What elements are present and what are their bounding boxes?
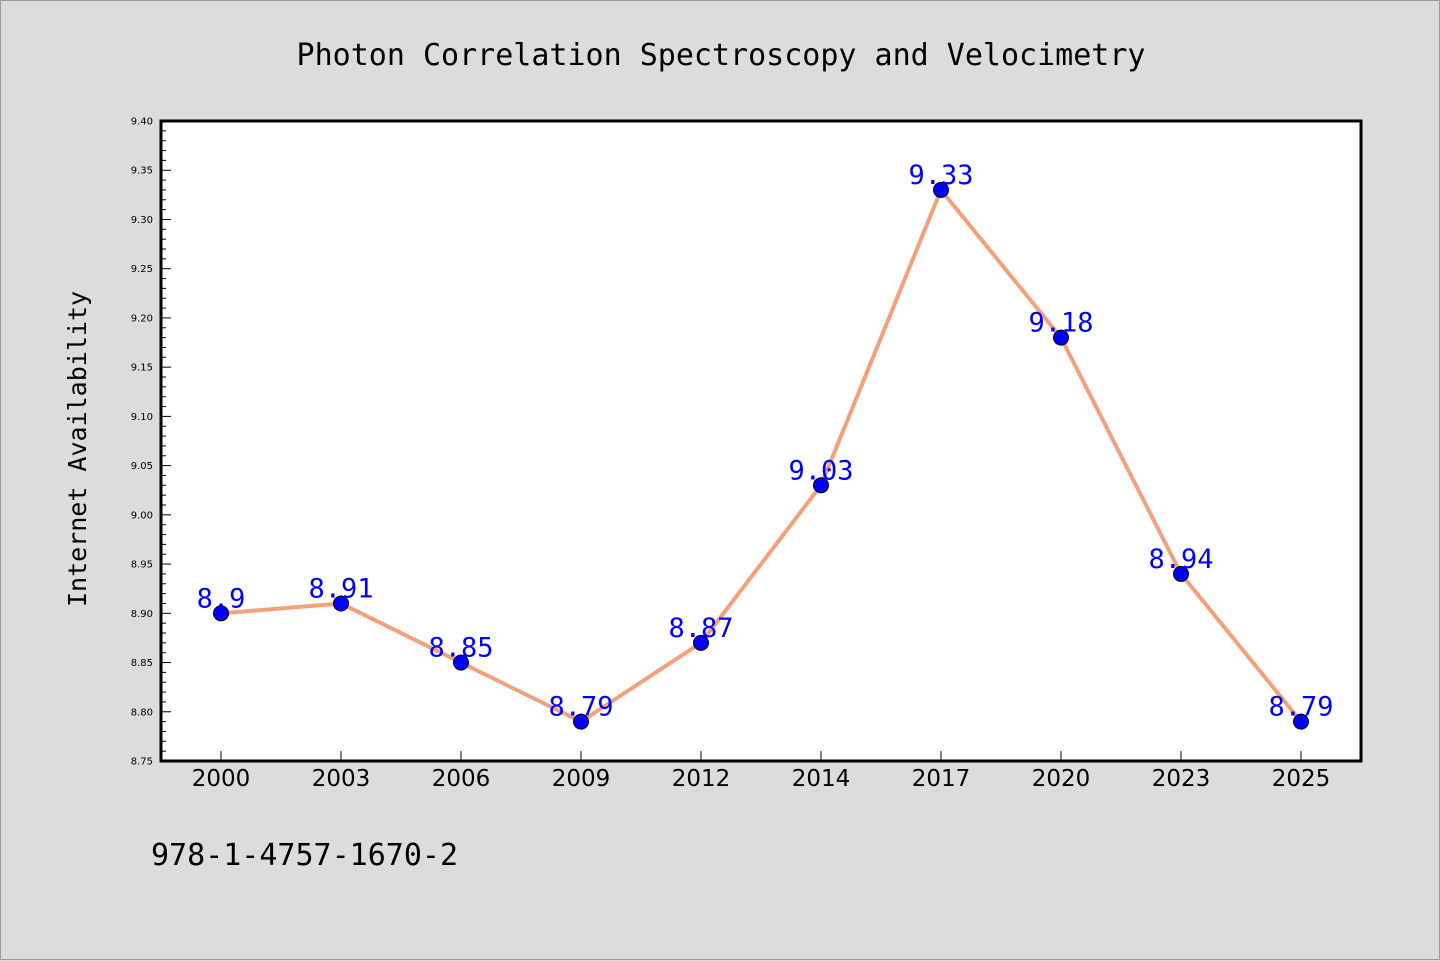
y-tick-label: 9.20 — [131, 313, 153, 324]
y-tick-label: 9.00 — [131, 510, 153, 521]
y-tick-label: 9.15 — [131, 363, 153, 374]
data-point — [213, 605, 229, 622]
x-tick-label: 2006 — [432, 766, 491, 792]
series-line — [219, 187, 1303, 724]
data-label: 8.9 — [197, 583, 246, 614]
x-tick-label: 2012 — [672, 766, 731, 792]
data-label: 9.33 — [908, 160, 973, 191]
data-point — [1173, 565, 1189, 582]
x-tick-label: 2014 — [792, 766, 851, 792]
data-point — [933, 181, 949, 198]
y-tick-label: 8.95 — [131, 560, 153, 571]
data-label: 8.79 — [548, 692, 613, 723]
data-labels: 8.9 8.91 8.85 8.79 8.87 9.03 9.33 9.18 8.94 8.79 — [197, 160, 1334, 723]
y-tick-label: 9.40 — [131, 117, 153, 128]
y-tick-label: 8.90 — [131, 609, 153, 620]
data-label: 8.91 — [308, 573, 373, 604]
y-tick-label: 8.85 — [131, 658, 153, 669]
data-point — [693, 634, 709, 651]
plot-area — [161, 121, 1361, 761]
y-axis-label: Internet Availability — [63, 291, 92, 607]
x-tick-label: 2017 — [912, 766, 971, 792]
x-tick-label: 2020 — [1032, 766, 1091, 792]
x-tick-label: 2000 — [192, 766, 251, 792]
y-tick-label: 8.80 — [131, 707, 153, 718]
y-tick-label: 9.30 — [131, 215, 153, 226]
data-label: 8.87 — [668, 613, 733, 644]
y-tick-label: 9.25 — [131, 264, 153, 275]
y-tick-label: 9.35 — [131, 166, 153, 177]
data-label: 8.94 — [1148, 544, 1213, 575]
x-axis-ticks: 2000 2003 2006 2009 2012 2014 2017 2020 2023 2025 — [192, 751, 1331, 792]
y-tick-label: 8.75 — [131, 757, 153, 768]
x-tick-label: 2025 — [1272, 766, 1331, 792]
series-markers — [213, 181, 1309, 730]
data-label: 8.85 — [428, 633, 493, 664]
plot-border — [159, 119, 1363, 763]
data-label: 8.79 — [1268, 692, 1333, 723]
footer-code: 978-1-4757-1670-2 — [151, 838, 458, 873]
data-point — [333, 595, 349, 612]
data-point — [453, 654, 469, 671]
data-point — [1293, 713, 1309, 730]
y-tick-label: 9.05 — [131, 461, 153, 472]
data-point — [813, 477, 829, 494]
data-label: 9.03 — [788, 455, 853, 486]
x-tick-label: 2009 — [552, 766, 611, 792]
data-point — [1053, 329, 1069, 346]
y-tick-label: 9.10 — [131, 412, 153, 423]
data-label: 9.18 — [1028, 308, 1093, 339]
data-point — [573, 713, 589, 730]
x-tick-label: 2023 — [1152, 766, 1211, 792]
chart-title: Photon Correlation Spectroscopy and Velo… — [297, 38, 1146, 73]
x-tick-label: 2003 — [312, 766, 371, 792]
